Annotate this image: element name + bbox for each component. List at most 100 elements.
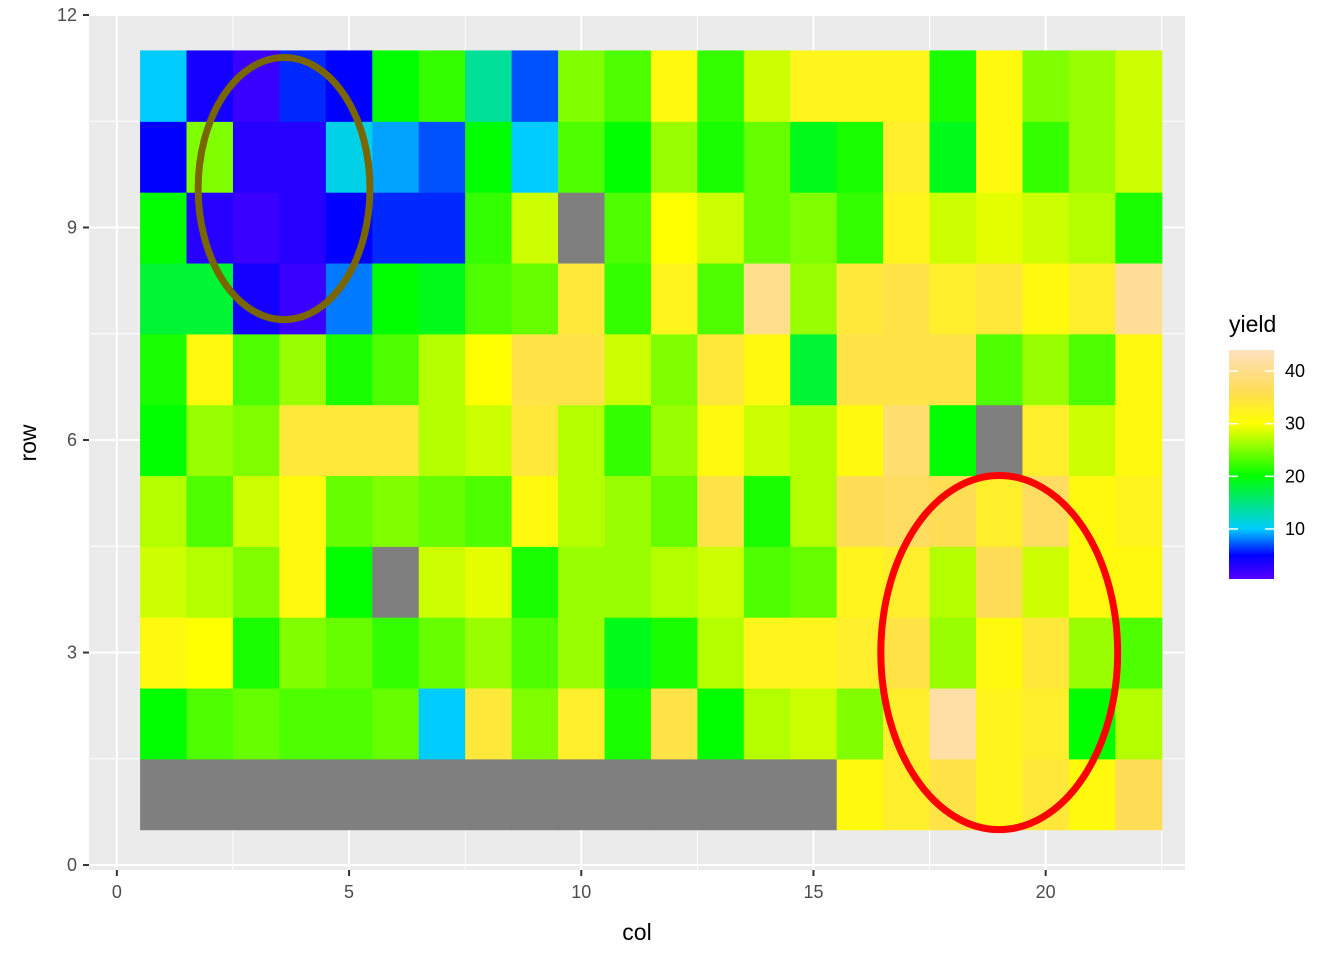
annotation-ellipse [877, 471, 1122, 834]
heatmap-cell [743, 404, 791, 477]
heatmap-cell [1115, 546, 1163, 618]
heatmap-cell [232, 687, 281, 760]
heatmap-cell [1115, 404, 1163, 477]
heatmap-cell [186, 617, 234, 689]
heatmap-cell [883, 121, 931, 193]
heatmap-cell [372, 475, 420, 547]
heatmap-cell [650, 262, 698, 335]
heatmap-cell [1068, 262, 1116, 335]
annotation-ellipse [194, 54, 374, 324]
heatmap-cell [418, 617, 466, 689]
heatmap-cell [883, 758, 931, 831]
heatmap-cell [1068, 121, 1116, 193]
heatmap-cell [372, 50, 420, 122]
heatmap-cell [511, 192, 559, 264]
heatmap-cell [558, 617, 606, 689]
heatmap-cell [604, 333, 652, 406]
heatmap-cell [836, 121, 884, 193]
heatmap-cell [186, 50, 234, 122]
heatmap-cell [929, 404, 977, 477]
heatmap-cell [650, 50, 698, 122]
heatmap-cell [743, 192, 791, 264]
heatmap-cell [232, 192, 281, 264]
heatmap-cell [140, 404, 188, 477]
heatmap-cell [1068, 50, 1116, 122]
heatmap-cell [697, 50, 745, 122]
heatmap-cell [186, 475, 234, 547]
heatmap-cell [883, 50, 931, 122]
heatmap-cell [697, 333, 745, 406]
heatmap-cell [140, 475, 188, 547]
x-axis-title: col [622, 919, 651, 945]
heatmap-cell [325, 758, 373, 831]
heatmap-cell [372, 546, 420, 618]
heatmap-cell [418, 333, 466, 406]
heatmap-cell [743, 687, 791, 760]
heatmap-cell [836, 617, 884, 689]
heatmap-cell [418, 121, 466, 193]
heatmap-cell [650, 192, 698, 264]
legend-tick-label: 20 [1285, 466, 1305, 486]
heatmap-cell [279, 121, 327, 193]
heatmap-cell [279, 475, 327, 547]
heatmap-cell [697, 546, 745, 618]
heatmap-cell [140, 546, 188, 618]
heatmap-cell [325, 475, 373, 547]
heatmap-cell [558, 333, 606, 406]
heatmap-cell [186, 404, 234, 477]
heatmap-cell [232, 475, 281, 547]
heatmap-cell [650, 475, 698, 547]
legend: yield 10 20 30 40 [1229, 311, 1305, 579]
heatmap-cell [511, 617, 559, 689]
heatmap-cell [697, 475, 745, 547]
heatmap-cell [604, 404, 652, 477]
y-tick-label: 12 [57, 5, 77, 25]
heatmap-cell [279, 617, 327, 689]
heatmap-cell [743, 475, 791, 547]
heatmap-cell [232, 333, 281, 406]
heatmap-cell [883, 404, 931, 477]
heatmap-cell [140, 758, 188, 831]
heatmap-cell [558, 687, 606, 760]
heatmap-cell [465, 333, 513, 406]
heatmap-cell [836, 687, 884, 760]
heatmap-cell [558, 404, 606, 477]
heatmap-cell [511, 687, 559, 760]
heatmap-cell [140, 262, 188, 335]
annotation-ellipses [194, 54, 1122, 834]
heatmap-cell [1115, 192, 1163, 264]
heatmap-cell [929, 262, 977, 335]
y-tick-label: 3 [67, 643, 77, 663]
heatmap-cell [465, 617, 513, 689]
heatmap-cell [790, 121, 838, 193]
heatmap-cell [325, 50, 373, 122]
heatmap-cell [372, 333, 420, 406]
heatmap-cell [650, 617, 698, 689]
heatmap-cell [1022, 617, 1070, 689]
heatmap-cell [1022, 50, 1070, 122]
heatmap-cell [883, 333, 931, 406]
heatmap-cell [790, 475, 838, 547]
heatmap-cell [976, 121, 1024, 193]
heatmap-cell [418, 546, 466, 618]
heatmap-cell [279, 262, 327, 335]
heatmap-cell [836, 333, 884, 406]
heatmap-cell [1115, 121, 1163, 193]
heatmap-cell [140, 333, 188, 406]
heatmap-cell [1115, 50, 1163, 122]
heatmap-cell [372, 404, 420, 477]
heatmap-cell [1022, 192, 1070, 264]
y-tick-label: 9 [67, 218, 77, 238]
heatmap-cell [790, 617, 838, 689]
heatmap-cell [186, 758, 234, 831]
legend-colorbar [1229, 350, 1274, 579]
heatmap-cell [976, 192, 1024, 264]
y-axis-title: row [15, 424, 41, 461]
heatmap-cell [558, 50, 606, 122]
heatmap-cell [140, 121, 188, 193]
heatmap-cell [1022, 546, 1070, 618]
heatmap-cell [883, 262, 931, 335]
heatmap-cell [140, 192, 188, 264]
x-tick-label: 5 [344, 882, 354, 902]
